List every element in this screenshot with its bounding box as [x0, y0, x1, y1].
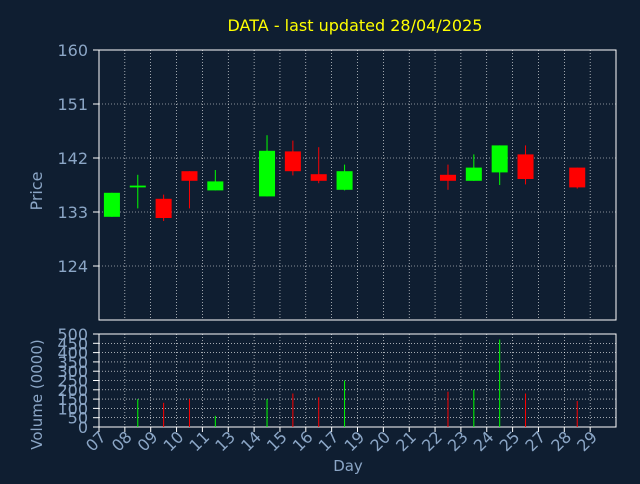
- volume-tick-label: 150: [57, 390, 88, 409]
- candle-07: [103, 192, 120, 217]
- price-grid: 160 151 142 133 124: [57, 41, 616, 320]
- day-tick-label: 27: [521, 427, 549, 455]
- day-tick-label: 20: [366, 427, 394, 455]
- day-tick-label: 09: [134, 427, 162, 455]
- volume-tick-label: 50: [68, 409, 88, 428]
- candle-15: [284, 140, 301, 176]
- candle-body: [517, 154, 534, 179]
- candle-body: [207, 181, 224, 191]
- candle-25: [517, 145, 534, 185]
- day-tick-label: 14: [237, 427, 265, 455]
- volume-tick-label: 200: [57, 381, 88, 400]
- price-tick-label: 151: [57, 95, 88, 114]
- candle-body: [465, 167, 482, 181]
- day-tick-label: 28: [547, 427, 575, 455]
- price-panel: 160 151 142 133 124: [57, 41, 617, 321]
- price-tick-label: 160: [57, 41, 88, 60]
- day-tick-label: 10: [160, 427, 188, 455]
- candle-22: [439, 164, 456, 190]
- day-axis-label: Day: [333, 457, 363, 475]
- day-tick-label: 22: [418, 427, 446, 455]
- volume-tick-label: 300: [57, 362, 88, 381]
- candle-body: [491, 145, 508, 173]
- candle-body: [259, 150, 276, 197]
- candle-28: [569, 167, 586, 189]
- price-axis-label: Price: [27, 171, 46, 210]
- candle-body: [310, 174, 327, 181]
- volume-tick-label: 250: [57, 372, 88, 391]
- price-frame: [98, 49, 617, 321]
- candle-08: [129, 174, 146, 209]
- day-tick-label: 15: [263, 427, 291, 455]
- chart-title: DATA - last updated 28/04/2025: [228, 16, 483, 35]
- price-tick-label: 133: [57, 203, 88, 222]
- volume-tick-label: 450: [57, 334, 88, 353]
- day-tick-label: 21: [392, 427, 420, 455]
- day-tick-label: 16: [289, 427, 317, 455]
- day-tick-label: 17: [315, 427, 343, 455]
- candle-09: [155, 194, 172, 221]
- price-tick-label: 142: [57, 149, 88, 168]
- day-tick-label: 25: [496, 427, 524, 455]
- candle-body: [439, 174, 456, 181]
- candle-14: [259, 135, 276, 197]
- candle-16: [310, 147, 327, 184]
- candle-23: [465, 154, 482, 181]
- candle-body: [336, 171, 353, 190]
- volume-tick-label: 500: [57, 325, 88, 344]
- day-tick-label: 23: [444, 427, 472, 455]
- candle-24: [491, 145, 508, 185]
- day-tick-label: 13: [211, 427, 239, 455]
- candle-body: [569, 167, 586, 188]
- candle-body: [155, 198, 172, 218]
- candle-body: [129, 185, 146, 188]
- candle-body: [284, 151, 301, 172]
- day-tick-label: 19: [340, 427, 368, 455]
- volume-tick-label: 400: [57, 344, 88, 363]
- candle-11: [207, 170, 224, 191]
- day-tick-label: 24: [470, 427, 498, 455]
- volume-axis-label: Volume (0000): [28, 339, 46, 449]
- day-tick-label: 08: [108, 427, 136, 455]
- candle-17: [336, 164, 353, 191]
- day-tick-label: 29: [573, 427, 601, 455]
- candle-body: [103, 192, 120, 217]
- candle-10: [181, 171, 198, 209]
- day-tick-label: 11: [185, 427, 213, 455]
- volume-tick-label: 350: [57, 353, 88, 372]
- price-tick-label: 124: [57, 257, 88, 276]
- volume-tick-label: 100: [57, 399, 88, 418]
- candle-body: [181, 171, 198, 181]
- volume-tick-label: 0: [78, 418, 88, 437]
